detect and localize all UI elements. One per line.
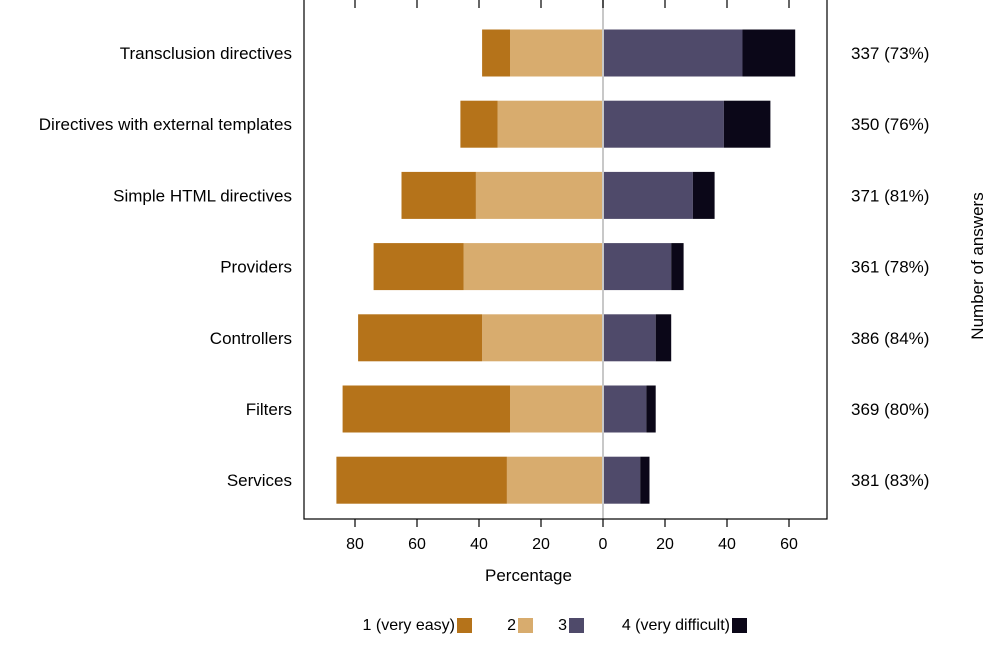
category-label: Filters — [246, 400, 292, 419]
bar-segment — [671, 243, 684, 291]
answer-count-label: 386 (84%) — [851, 329, 929, 348]
answer-count-label: 361 (78%) — [851, 258, 929, 277]
x-tick-label: 20 — [532, 536, 550, 553]
answer-count-label: 381 (83%) — [851, 471, 929, 490]
category-labels-group: Transclusion directives Directives with e… — [39, 44, 292, 490]
x-tick-label: 0 — [599, 536, 608, 553]
bar-segment — [510, 29, 603, 77]
bar-segment — [373, 243, 464, 291]
bar-segment — [475, 171, 603, 219]
axis-ticks-group: 80 60 40 20 0 20 40 60 — [346, 0, 798, 553]
category-label: Providers — [220, 258, 292, 277]
right-axis-title: Number of answers — [968, 192, 987, 339]
x-tick-label: 60 — [780, 536, 798, 553]
legend-label: 4 (very difficult) — [622, 617, 730, 634]
category-label: Simple HTML directives — [113, 186, 292, 205]
bar-segment — [482, 29, 510, 77]
answer-count-label: 350 (76%) — [851, 115, 929, 134]
x-tick-label: 40 — [718, 536, 736, 553]
x-tick-label: 60 — [408, 536, 426, 553]
bar-segment — [603, 171, 693, 219]
category-label: Transclusion directives — [120, 44, 292, 63]
bar-segment — [723, 100, 771, 148]
bar-segment — [342, 385, 510, 433]
bar-segment — [460, 100, 498, 148]
bar-segment — [646, 385, 656, 433]
bar-segment — [510, 385, 603, 433]
plot-frame — [303, 0, 828, 520]
bar-segment — [603, 100, 724, 148]
bar-segment — [603, 29, 743, 77]
bar-segment — [358, 314, 483, 362]
bar-segment — [506, 456, 603, 504]
bar-segment — [603, 385, 647, 433]
bar-segment — [603, 314, 656, 362]
x-tick-label: 20 — [656, 536, 674, 553]
x-tick-label: 80 — [346, 536, 364, 553]
bar-segment — [401, 171, 476, 219]
category-label: Directives with external templates — [39, 115, 292, 134]
legend-swatch — [457, 618, 472, 633]
legend: 1 (very easy) 2 3 4 (very difficult) — [363, 617, 747, 634]
legend-swatch — [569, 618, 584, 633]
bar-segment — [603, 456, 641, 504]
bar-segment — [640, 456, 650, 504]
legend-label: 2 — [507, 617, 516, 634]
legend-label: 3 — [558, 617, 567, 634]
answer-count-label: 371 (81%) — [851, 186, 929, 205]
legend-swatch — [518, 618, 533, 633]
legend-swatch — [732, 618, 747, 633]
answer-count-label: 337 (73%) — [851, 44, 929, 63]
bar-segment — [482, 314, 603, 362]
answer-count-labels-group: 337 (73%) 350 (76%) 371 (81%) 361 (78%) 386 … — [851, 44, 929, 490]
bar-segment — [603, 243, 672, 291]
bar-segment — [463, 243, 603, 291]
legend-label: 1 (very easy) — [363, 617, 455, 634]
bar-segment — [336, 456, 507, 504]
bar-segment — [497, 100, 603, 148]
category-label: Services — [227, 471, 292, 490]
answer-count-label: 369 (80%) — [851, 400, 929, 419]
bars-group — [336, 29, 796, 504]
category-label: Controllers — [210, 329, 292, 348]
x-tick-label: 40 — [470, 536, 488, 553]
x-axis-title: Percentage — [485, 566, 572, 585]
bar-segment — [692, 171, 715, 219]
bar-segment — [742, 29, 796, 77]
bar-segment — [655, 314, 672, 362]
